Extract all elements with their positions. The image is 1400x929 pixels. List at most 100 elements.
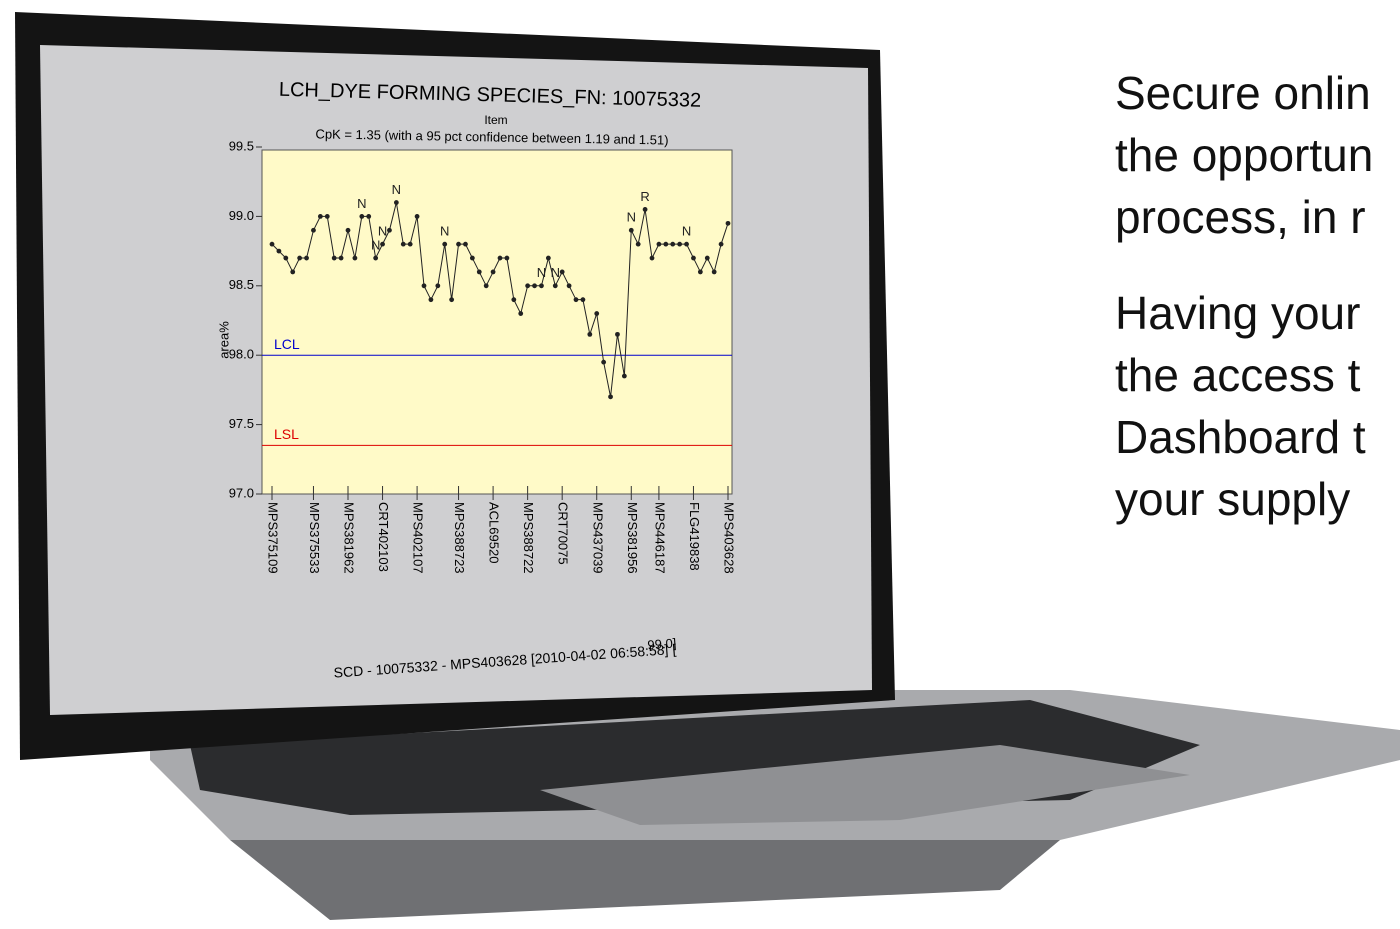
data-point bbox=[332, 256, 337, 261]
data-point bbox=[574, 297, 579, 302]
data-point bbox=[366, 214, 371, 219]
laptop-edge bbox=[230, 840, 1060, 920]
data-point bbox=[415, 214, 420, 219]
point-label: R bbox=[640, 189, 649, 204]
data-point bbox=[546, 256, 551, 261]
data-point bbox=[394, 200, 399, 205]
data-point bbox=[359, 214, 364, 219]
side-line: Secure onlin bbox=[1115, 62, 1400, 124]
data-point bbox=[477, 270, 482, 275]
data-point bbox=[277, 249, 282, 254]
data-point bbox=[532, 283, 537, 288]
data-point bbox=[622, 374, 627, 379]
data-point bbox=[380, 242, 385, 247]
y-tick-label: 98.5 bbox=[229, 277, 254, 292]
data-point bbox=[567, 283, 572, 288]
data-point bbox=[505, 256, 510, 261]
data-point bbox=[456, 242, 461, 247]
x-tick-label: FLG419838 bbox=[687, 502, 702, 571]
y-tick-label: 97.5 bbox=[229, 416, 254, 431]
data-point bbox=[339, 256, 344, 261]
data-point bbox=[429, 297, 434, 302]
chart-subtitle: Item bbox=[484, 113, 507, 127]
data-point bbox=[463, 242, 468, 247]
data-point bbox=[518, 311, 523, 316]
point-label: N bbox=[357, 196, 366, 211]
data-point bbox=[677, 242, 682, 247]
side-line: Having your bbox=[1115, 282, 1400, 344]
data-point bbox=[470, 256, 475, 261]
data-point bbox=[650, 256, 655, 261]
data-point bbox=[297, 256, 302, 261]
data-point bbox=[387, 228, 392, 233]
data-point bbox=[539, 283, 544, 288]
data-point bbox=[491, 270, 496, 275]
data-point bbox=[712, 270, 717, 275]
data-point bbox=[581, 297, 586, 302]
data-point bbox=[304, 256, 309, 261]
data-point bbox=[657, 242, 662, 247]
point-label: N bbox=[537, 265, 546, 280]
data-point bbox=[346, 228, 351, 233]
data-point bbox=[636, 242, 641, 247]
data-point bbox=[435, 283, 440, 288]
x-tick-label: CRT70075 bbox=[556, 502, 571, 565]
data-point bbox=[353, 256, 358, 261]
data-point bbox=[408, 242, 413, 247]
data-point bbox=[705, 256, 710, 261]
x-tick-label: MPS403628 bbox=[722, 502, 737, 574]
x-tick-label: ACL69520 bbox=[487, 502, 502, 563]
point-label: N bbox=[371, 237, 380, 252]
data-point bbox=[691, 256, 696, 261]
data-point bbox=[525, 283, 530, 288]
side-line: the access t bbox=[1115, 344, 1400, 406]
point-label: N bbox=[440, 224, 449, 239]
data-point bbox=[401, 242, 406, 247]
data-point bbox=[601, 360, 606, 365]
point-label: N bbox=[392, 182, 401, 197]
side-line: Dashboard t bbox=[1115, 406, 1400, 468]
data-point bbox=[587, 332, 592, 337]
x-tick-label: MPS381962 bbox=[342, 502, 357, 574]
data-point bbox=[511, 297, 516, 302]
control-limit-label: LSL bbox=[274, 426, 299, 442]
data-point bbox=[726, 221, 731, 226]
x-tick-label: MPS375533 bbox=[307, 502, 322, 574]
control-limit-label: LCL bbox=[274, 336, 300, 352]
data-point bbox=[553, 283, 558, 288]
x-tick-label: MPS388722 bbox=[521, 502, 536, 574]
x-tick-label: CRT402103 bbox=[376, 502, 391, 572]
y-tick-label: 99.0 bbox=[229, 208, 254, 223]
data-point bbox=[608, 394, 613, 399]
side-line: the opportun bbox=[1115, 124, 1400, 186]
data-point bbox=[698, 270, 703, 275]
x-tick-label: MPS381956 bbox=[625, 502, 640, 574]
data-point bbox=[373, 256, 378, 261]
data-point bbox=[560, 270, 565, 275]
page: {"chart_data": {"type": "line", "title":… bbox=[0, 0, 1400, 929]
plot-area bbox=[262, 150, 732, 494]
data-point bbox=[594, 311, 599, 316]
data-point bbox=[449, 297, 454, 302]
data-point bbox=[283, 256, 288, 261]
side-line: process, in r bbox=[1115, 186, 1400, 248]
x-tick-label: MPS375109 bbox=[266, 502, 281, 574]
point-label: N bbox=[682, 224, 691, 239]
y-tick-label: 97.0 bbox=[229, 485, 254, 500]
y-tick-label: 98.0 bbox=[229, 347, 254, 362]
x-tick-label: MPS388723 bbox=[452, 502, 467, 574]
data-point bbox=[311, 228, 316, 233]
data-point bbox=[684, 242, 689, 247]
x-tick-label: MPS446187 bbox=[652, 502, 667, 574]
data-point bbox=[663, 242, 668, 247]
data-point bbox=[290, 270, 295, 275]
y-tick-label: 99.5 bbox=[229, 138, 254, 153]
data-point bbox=[442, 242, 447, 247]
footer-value: 99.0] bbox=[647, 635, 677, 652]
data-point bbox=[422, 283, 427, 288]
data-point bbox=[484, 283, 489, 288]
data-point bbox=[325, 214, 330, 219]
